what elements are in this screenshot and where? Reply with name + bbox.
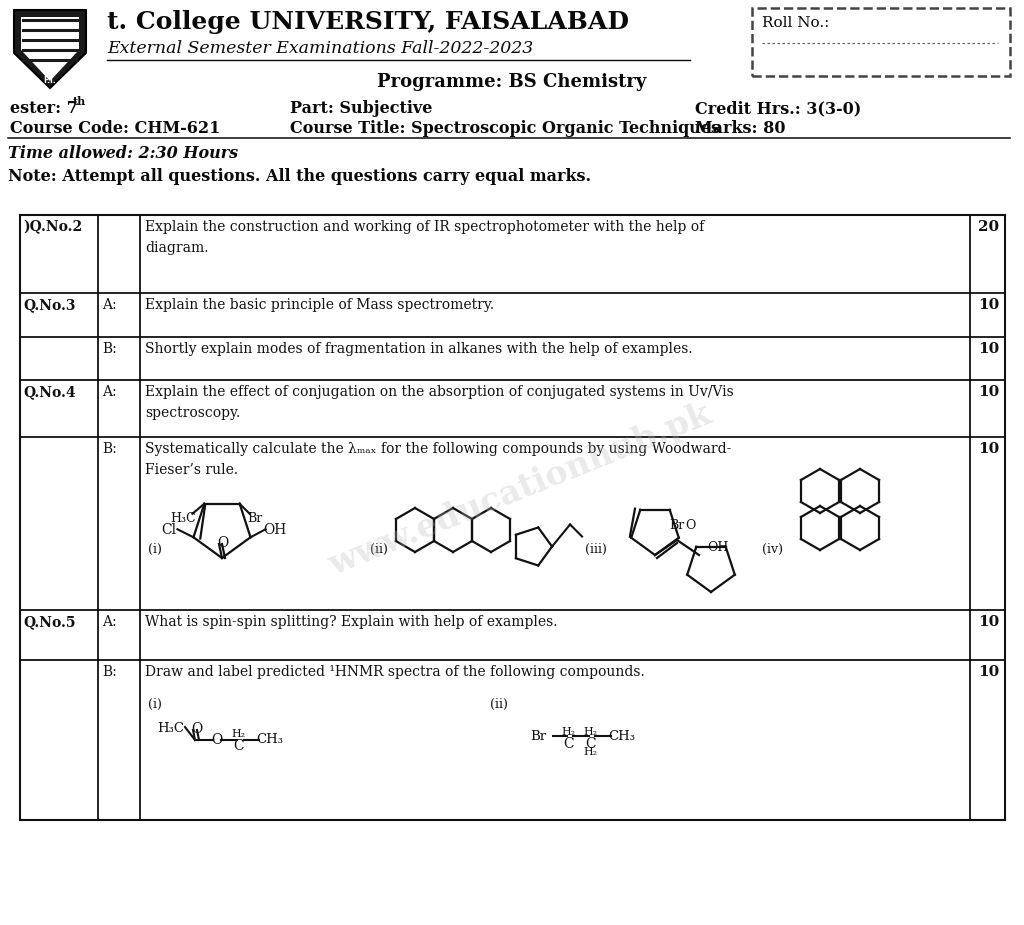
Text: Br: Br xyxy=(248,512,263,524)
Text: (i): (i) xyxy=(148,698,162,711)
Text: (iii): (iii) xyxy=(585,543,607,556)
Text: 10: 10 xyxy=(978,342,999,356)
Text: Draw and label predicted ¹HNMR spectra of the following compounds.: Draw and label predicted ¹HNMR spectra o… xyxy=(145,665,645,679)
Text: Br: Br xyxy=(530,730,546,743)
Text: C: C xyxy=(585,737,596,751)
Text: C: C xyxy=(233,739,244,753)
Text: F.I.: F.I. xyxy=(44,76,56,85)
Text: H₃C: H₃C xyxy=(157,722,184,735)
Text: Programme: BS Chemistry: Programme: BS Chemistry xyxy=(377,73,647,91)
Text: Explain the effect of conjugation on the absorption of conjugated systems in Uv/: Explain the effect of conjugation on the… xyxy=(145,385,734,420)
Text: O: O xyxy=(191,722,203,736)
Text: H₂: H₂ xyxy=(583,727,597,737)
Text: O: O xyxy=(217,536,228,550)
Text: A:: A: xyxy=(102,385,117,399)
Text: 20: 20 xyxy=(978,220,999,234)
Text: B:: B: xyxy=(102,665,117,679)
Text: H₂: H₂ xyxy=(231,729,245,739)
Text: Systematically calculate the λₘₐₓ for the following compounds by using Woodward-: Systematically calculate the λₘₐₓ for th… xyxy=(145,442,731,476)
Text: Shortly explain modes of fragmentation in alkanes with the help of examples.: Shortly explain modes of fragmentation i… xyxy=(145,342,692,356)
Text: (i): (i) xyxy=(148,543,162,556)
Text: O: O xyxy=(685,519,695,532)
Text: )Q.No.2: )Q.No.2 xyxy=(23,220,82,234)
Text: CH₃: CH₃ xyxy=(608,730,635,743)
Text: Course Code: CHM-621: Course Code: CHM-621 xyxy=(10,120,220,137)
Text: 10: 10 xyxy=(978,665,999,679)
Text: O: O xyxy=(211,733,222,747)
Text: Q.No.5: Q.No.5 xyxy=(23,615,76,629)
Text: Roll No.:: Roll No.: xyxy=(762,16,829,30)
FancyBboxPatch shape xyxy=(752,8,1010,76)
Text: www.educationhub.pk: www.educationhub.pk xyxy=(324,398,717,582)
Text: Course Title: Spectroscopic Organic Techniques: Course Title: Spectroscopic Organic Tech… xyxy=(290,120,720,137)
Text: 10: 10 xyxy=(978,615,999,629)
Text: Explain the basic principle of Mass spectrometry.: Explain the basic principle of Mass spec… xyxy=(145,298,495,312)
Text: Marks: 80: Marks: 80 xyxy=(695,120,785,137)
Text: H₃C: H₃C xyxy=(170,512,196,524)
Text: th: th xyxy=(73,96,86,107)
Text: Cl: Cl xyxy=(162,524,176,537)
Text: B:: B: xyxy=(102,442,117,456)
Text: Q.No.3: Q.No.3 xyxy=(23,298,76,312)
Text: 10: 10 xyxy=(978,385,999,399)
Text: Time allowed: 2:30 Hours: Time allowed: 2:30 Hours xyxy=(8,145,239,162)
Text: Part: Subjective: Part: Subjective xyxy=(290,100,432,117)
Text: Credit Hrs.: 3(3-0): Credit Hrs.: 3(3-0) xyxy=(695,100,861,117)
Text: OH: OH xyxy=(263,524,287,537)
Polygon shape xyxy=(14,10,86,88)
Polygon shape xyxy=(22,17,79,81)
Text: What is spin-spin splitting? Explain with help of examples.: What is spin-spin splitting? Explain wit… xyxy=(145,615,557,629)
Text: 10: 10 xyxy=(978,442,999,456)
Text: A:: A: xyxy=(102,298,117,312)
Text: t. College UNIVERSITY, FAISALABAD: t. College UNIVERSITY, FAISALABAD xyxy=(106,10,629,34)
Text: CH₃: CH₃ xyxy=(256,733,283,746)
Text: OH: OH xyxy=(707,541,728,554)
Text: (ii): (ii) xyxy=(490,698,508,711)
Text: Q.No.4: Q.No.4 xyxy=(23,385,76,399)
Text: (iv): (iv) xyxy=(762,543,783,556)
Text: H₂: H₂ xyxy=(561,727,575,737)
Text: ester: 7: ester: 7 xyxy=(10,100,78,117)
Text: External Semester Examinations Fall-2022-2023: External Semester Examinations Fall-2022… xyxy=(106,40,534,57)
Text: Note: Attempt all questions. All the questions carry equal marks.: Note: Attempt all questions. All the que… xyxy=(8,168,591,185)
Text: C: C xyxy=(563,737,573,751)
Text: 10: 10 xyxy=(978,298,999,312)
Text: Explain the construction and working of IR spectrophotometer with the help of
di: Explain the construction and working of … xyxy=(145,220,705,254)
Text: A:: A: xyxy=(102,615,117,629)
Text: H₂: H₂ xyxy=(583,747,597,757)
Text: B:: B: xyxy=(102,342,117,356)
Text: (ii): (ii) xyxy=(370,543,388,556)
Text: Br: Br xyxy=(669,519,684,532)
